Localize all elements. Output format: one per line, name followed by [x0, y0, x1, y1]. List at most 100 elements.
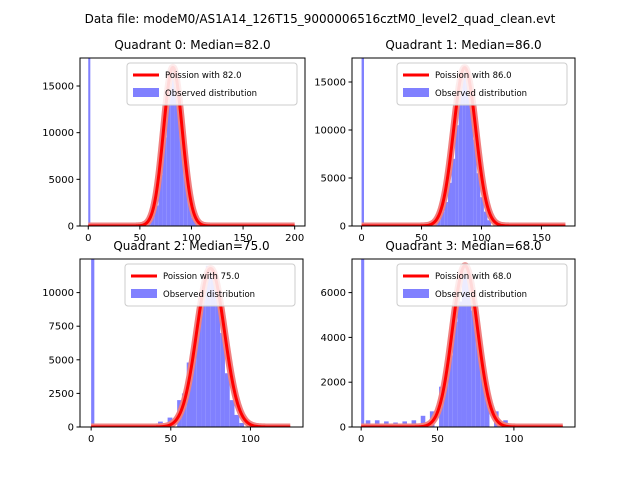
y-tick-label: 2000	[321, 378, 346, 389]
histogram-bar	[451, 158, 456, 226]
legend-label-poisson: Poission with 82.0	[165, 71, 242, 81]
legend-label-observed: Observed distribution	[435, 89, 527, 99]
legend-box	[126, 62, 298, 106]
x-tick-label: 50	[133, 233, 146, 244]
y-tick-label: 7500	[49, 322, 74, 333]
histogram-bar	[480, 371, 485, 427]
x-tick-label: 50	[415, 233, 428, 244]
y-tick-label: 5000	[49, 355, 74, 366]
histogram-bar	[471, 310, 476, 427]
y-tick-label: 15000	[314, 78, 346, 89]
y-tick-label: 2500	[49, 389, 74, 400]
axes-frame	[79, 258, 304, 428]
panel-quadrant-2: 0 50 100 0 2500 5000 7500 10000 Quadrant 2: Medi…	[42, 239, 304, 445]
plot-area	[88, 259, 293, 427]
legend-label-poisson: Poission with 86.0	[435, 71, 512, 81]
legend-bar-swatch	[403, 88, 429, 97]
x-tick-label: 0	[88, 434, 94, 445]
histogram-bar	[457, 301, 462, 427]
histogram-bar	[483, 211, 488, 226]
histogram-bar	[447, 182, 452, 226]
histogram-bar	[487, 220, 492, 226]
x-tick-label: 100	[182, 233, 201, 244]
panel-quadrant-1: 0 50 100 150 0 5000 10000 15000 Quadrant 1: Medi…	[314, 38, 576, 244]
y-tick-label: 0	[340, 222, 346, 233]
histogram-bar	[475, 337, 481, 427]
histogram-bar	[91, 259, 95, 427]
axes-frame	[351, 57, 576, 227]
histogram-bar	[455, 125, 459, 226]
histogram-bar	[170, 67, 175, 226]
histogram-bar	[158, 174, 163, 226]
legend-box	[396, 263, 568, 307]
y-tick-label: 4000	[321, 333, 346, 344]
y-tick-label: 0	[340, 423, 346, 434]
histogram-bar	[469, 106, 474, 226]
legend-bar-swatch	[403, 289, 429, 298]
figure-suptitle: Data file: modeM0/AS1A14_126T15_90000065…	[85, 12, 556, 26]
histogram-bar	[444, 202, 448, 226]
histogram-bar	[361, 58, 364, 226]
histogram-bar	[179, 118, 184, 226]
histogram-bar	[440, 211, 445, 226]
histogram-bar	[162, 137, 167, 226]
histogram-bar	[229, 400, 235, 427]
histogram-bar	[466, 279, 472, 427]
panel-quadrant-0: 0 50 100 150 200 0 5000 10000 15000 Quadrant 0: M…	[42, 38, 306, 244]
histogram-bar	[452, 321, 458, 427]
x-tick-label: 100	[241, 434, 260, 445]
y-tick-label: 10000	[42, 288, 74, 299]
y-tick-label: 6000	[321, 288, 346, 299]
histogram-bar	[174, 76, 180, 226]
x-tick-label: 50	[164, 434, 177, 445]
legend-label-observed: Observed distribution	[435, 290, 527, 300]
histogram-bar	[476, 173, 481, 226]
histogram-bar	[480, 197, 484, 226]
legend-bar-swatch	[133, 88, 159, 97]
histogram-bar	[166, 84, 171, 226]
y-tick-label: 5000	[321, 174, 346, 185]
histogram-bar	[191, 217, 196, 226]
panel-quadrant-3: 0 50 100 0 2000 4000 6000 Quadrant 3: Median=68…	[321, 239, 576, 445]
x-tick-label: 150	[234, 233, 253, 244]
legend-box	[396, 62, 568, 106]
histogram-bar	[462, 67, 466, 226]
histogram-bar	[239, 422, 245, 427]
histogram-bar	[196, 319, 202, 427]
axes-frame	[351, 258, 576, 428]
histogram-bar	[224, 373, 230, 427]
panel-title: Quadrant 3: Median=68.0	[385, 239, 541, 253]
histogram-bar	[201, 295, 206, 427]
x-tick-label: 100	[504, 434, 523, 445]
histogram-bar	[437, 219, 441, 226]
legend-label-poisson: Poission with 68.0	[435, 272, 512, 282]
histogram-bar	[205, 265, 211, 427]
panel-title: Quadrant 0: Median=82.0	[114, 38, 270, 52]
histogram-bar	[234, 414, 240, 427]
histogram-bar	[458, 91, 463, 226]
y-tick-label: 15000	[42, 82, 74, 93]
histogram-bar	[220, 332, 225, 427]
legend-label-observed: Observed distribution	[165, 89, 257, 99]
y-tick-label: 10000	[42, 128, 74, 139]
histogram-bar	[187, 198, 192, 226]
poisson-curve	[87, 65, 296, 226]
x-tick-label: 200	[285, 233, 304, 244]
x-tick-label: 0	[358, 233, 364, 244]
histogram-bar	[183, 165, 188, 226]
y-tick-label: 0	[68, 222, 74, 233]
histogram-bar	[443, 368, 449, 427]
histogram-bar	[461, 270, 467, 427]
legend-label-poisson: Poission with 75.0	[163, 272, 240, 282]
histogram-bar	[448, 355, 453, 427]
histogram-bar	[484, 397, 490, 427]
y-tick-label: 0	[68, 423, 74, 434]
histogram-bar	[191, 353, 197, 427]
axes-frame	[79, 57, 306, 227]
y-tick-label: 5000	[49, 175, 74, 186]
x-tick-label: 150	[532, 233, 551, 244]
histogram-bar	[465, 72, 470, 226]
x-tick-label: 0	[85, 233, 91, 244]
histogram-bar	[473, 139, 477, 226]
histogram-bar	[361, 259, 365, 427]
